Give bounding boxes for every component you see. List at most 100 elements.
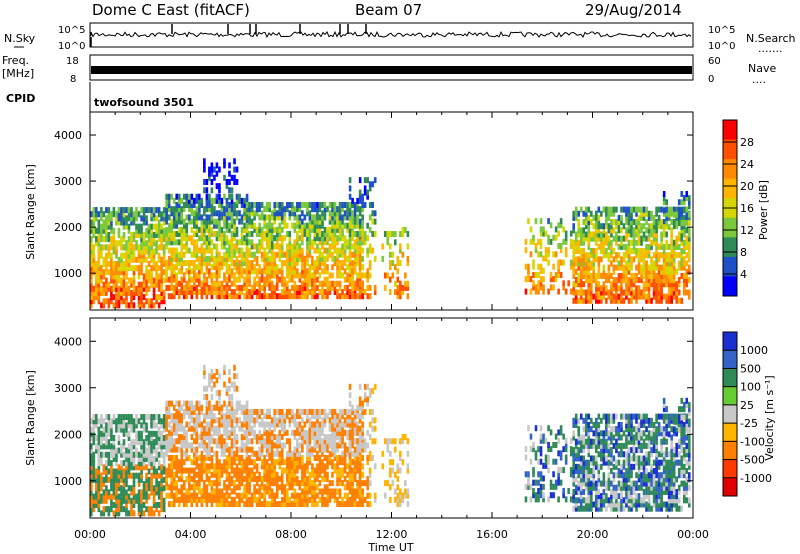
power-cell: [120, 252, 123, 259]
noise-right-tick-low: 10^0: [708, 41, 735, 52]
power-cell: [687, 256, 691, 263]
velocity-cell: [318, 438, 322, 445]
power-cell: [595, 297, 598, 304]
power-cell: [288, 210, 292, 217]
velocity-cell: [223, 484, 226, 491]
power-cell: [338, 293, 342, 300]
power-cell: [263, 214, 266, 221]
velocity-cell: [97, 455, 101, 462]
power-cell: [283, 289, 287, 296]
velocity-cell: [258, 492, 261, 499]
velocity-cell: [218, 471, 221, 478]
power-cell: [662, 210, 666, 217]
velocity-cell: [328, 408, 332, 415]
power-cell: [193, 280, 196, 287]
velocity-cell: [278, 421, 282, 428]
power-cell: [542, 284, 545, 291]
power-cell: [685, 210, 689, 217]
velocity-cell: [97, 451, 101, 458]
power-cell: [353, 210, 357, 217]
velocity-cell: [177, 463, 181, 470]
power-cell: [584, 272, 588, 279]
power-cell: [617, 272, 621, 279]
power-cell: [341, 247, 344, 254]
power-cell: [203, 222, 206, 229]
power-cell: [670, 219, 673, 226]
power-cell: [255, 289, 259, 296]
velocity-cell: [265, 438, 269, 445]
power-cell: [348, 255, 352, 262]
power-cell: [243, 202, 246, 209]
power-cell: [182, 218, 186, 225]
power-cell: [205, 260, 209, 267]
power-cell: [105, 215, 108, 222]
power-cell: [311, 239, 314, 246]
power-cell: [228, 284, 231, 291]
power-cell: [637, 293, 641, 300]
power-cell: [303, 293, 307, 300]
power-cell: [278, 255, 282, 262]
power-cell: [220, 231, 224, 238]
power-cell: [210, 197, 214, 204]
power-cell: [665, 219, 668, 226]
power-cell: [610, 206, 613, 213]
power-cell: [351, 231, 354, 238]
velocity-cell: [155, 451, 158, 458]
power-cell: [152, 211, 156, 218]
velocity-cell: [260, 408, 264, 415]
freq-left-tick-high: 18: [66, 56, 79, 67]
power-cell: [255, 243, 259, 250]
power-cell: [147, 260, 151, 267]
power-cell: [115, 273, 118, 280]
velocity-cell: [215, 488, 219, 495]
velocity-cell: [115, 493, 118, 500]
power-cell: [680, 227, 684, 234]
power-cell: [675, 281, 679, 288]
power-cell: [185, 239, 189, 246]
velocity-cell: [316, 434, 319, 441]
power-cell: [278, 276, 282, 283]
velocity-cell: [177, 459, 181, 466]
velocity-cell: [180, 417, 184, 424]
power-cell: [200, 280, 204, 287]
power-cell: [130, 294, 133, 301]
power-cell: [534, 242, 538, 249]
power-cell: [122, 277, 126, 284]
power-cell: [213, 174, 216, 181]
power-cell: [361, 193, 364, 200]
velocity-cell: [160, 435, 163, 441]
power-cell: [296, 222, 299, 229]
power-cell: [527, 276, 530, 283]
velocity-cell: [235, 455, 239, 461]
power-cell: [532, 284, 535, 291]
velocity-cell: [208, 373, 211, 380]
velocity-cell: [296, 446, 299, 453]
power-cell: [677, 219, 681, 226]
power-cell: [273, 235, 277, 242]
power-cell: [351, 235, 354, 242]
nave-dots: ....: [752, 73, 766, 86]
power-cell: [208, 206, 211, 213]
power-cell: [160, 223, 163, 230]
power-cell: [660, 297, 663, 304]
velocity-cell: [228, 408, 231, 415]
velocity-cell: [203, 442, 206, 449]
velocity-cell: [152, 418, 156, 425]
power-cell: [640, 223, 643, 230]
power-cell: [102, 223, 106, 230]
velocity-cell: [308, 438, 312, 445]
velocity-cell: [150, 510, 153, 517]
power-cell: [595, 281, 598, 288]
velocity-cell: [245, 501, 249, 508]
power-cell: [665, 297, 668, 304]
power-cell: [675, 239, 679, 246]
velocity-cell: [102, 510, 106, 517]
power-cell: [243, 214, 246, 221]
velocity-cell: [177, 496, 181, 503]
velocity-cell: [298, 429, 302, 436]
power-cell: [115, 248, 118, 255]
power-cell: [685, 239, 689, 246]
velocity-cell: [308, 425, 312, 432]
velocity-cell: [265, 429, 269, 436]
power-cell: [155, 231, 158, 238]
